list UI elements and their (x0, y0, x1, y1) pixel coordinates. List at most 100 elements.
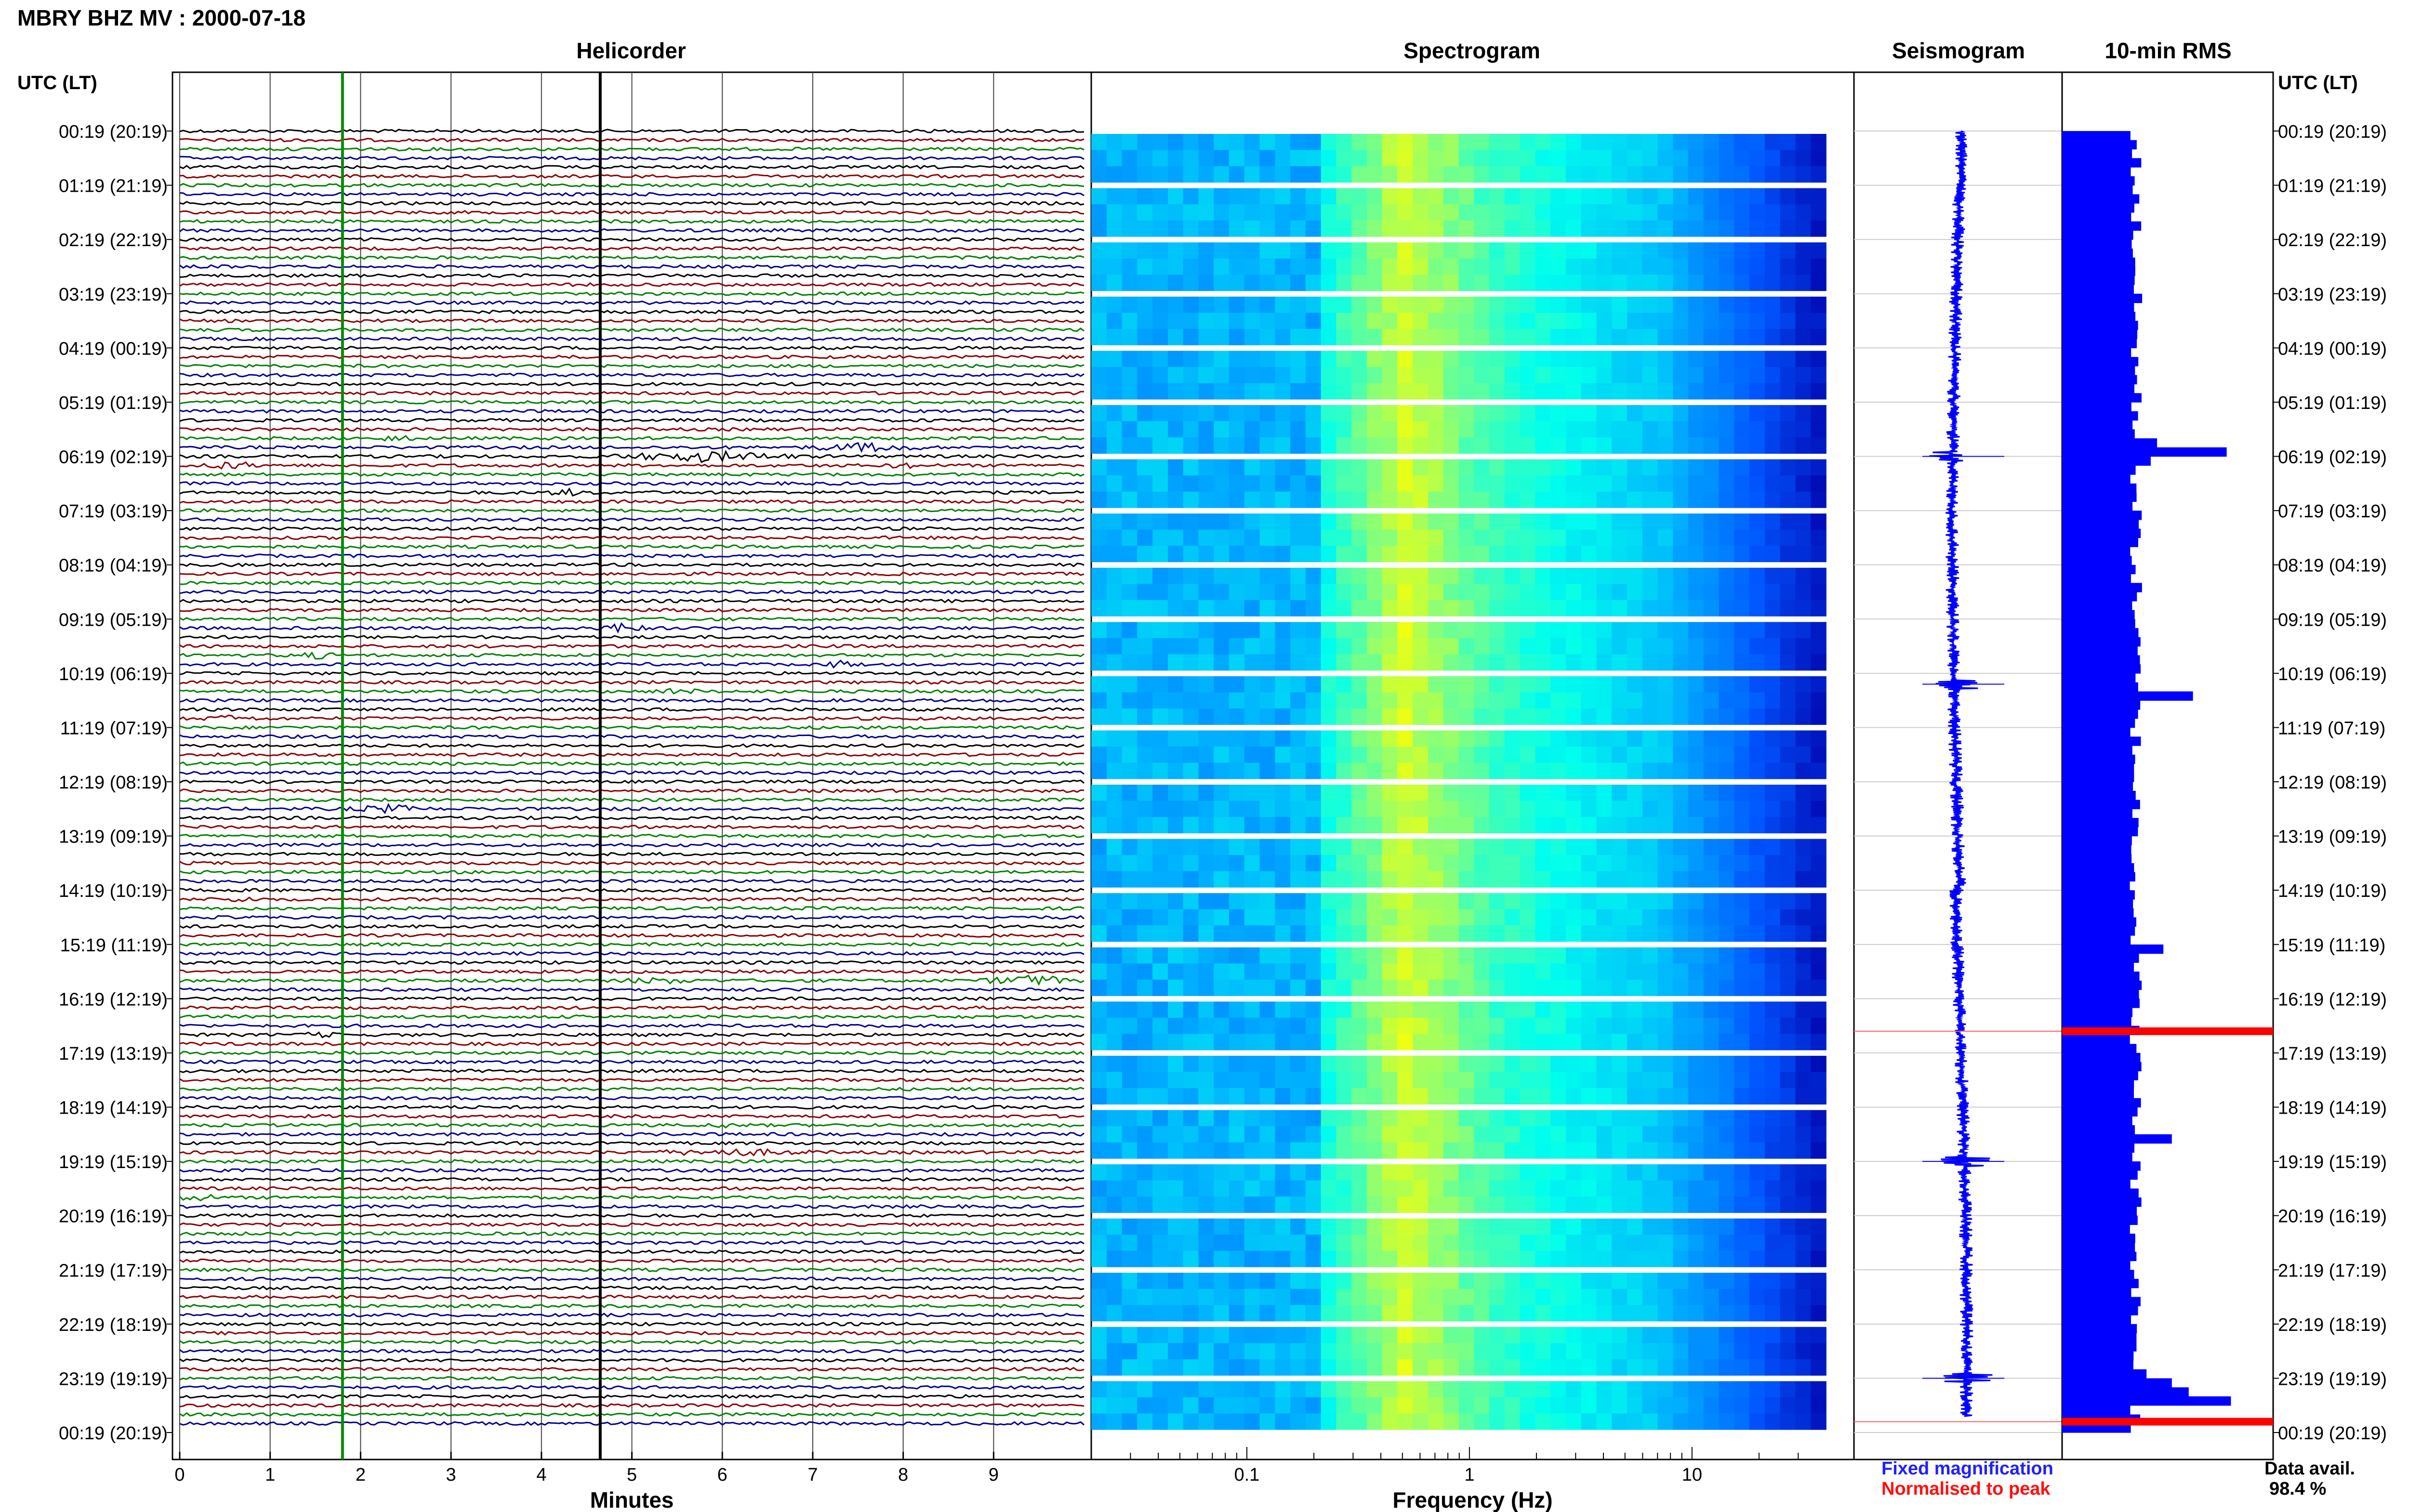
spectrogram-cell (1811, 1034, 1827, 1051)
spectrogram-cell (1122, 529, 1138, 546)
spectrogram-cell (1244, 1055, 1260, 1072)
spectrogram-cell (1229, 692, 1245, 709)
helicorder-trace (179, 1148, 1085, 1157)
spectrogram-cell (1428, 1110, 1444, 1127)
spectrogram-cell (1581, 1034, 1597, 1051)
spectrogram-cell (1581, 1142, 1597, 1159)
spectrogram-cell (1443, 367, 1459, 383)
spectrogram-cell (1198, 1126, 1214, 1143)
spectrogram-cell (1229, 1273, 1245, 1289)
spectrogram-cell (1366, 730, 1383, 747)
spectrogram-cell (1565, 1072, 1582, 1089)
spectrogram-cell (1351, 134, 1367, 150)
spectrogram-cell (1520, 1055, 1536, 1072)
spectrogram-cell (1275, 839, 1291, 855)
spectrogram-cell (1366, 383, 1383, 400)
spectrogram-cell (1229, 383, 1245, 400)
spectrogram-cell (1413, 708, 1429, 725)
helicorder-trace (179, 1204, 1085, 1210)
spectrogram-cell (1703, 1164, 1720, 1181)
spectrogram-cell (1091, 351, 1107, 368)
helicorder-trace (179, 879, 1085, 884)
spectrogram-cell (1152, 1034, 1168, 1051)
spectrogram-cell (1321, 692, 1337, 709)
spectrogram-cell (1703, 801, 1720, 817)
rms-bar (2062, 239, 2132, 249)
rms-bar (2062, 1125, 2135, 1135)
spectrogram-cell (1474, 383, 1490, 400)
spectrogram-cell (1305, 654, 1322, 671)
spectrogram-cell (1351, 275, 1367, 291)
spectrogram-cell (1305, 405, 1322, 421)
spectrogram-cell (1504, 367, 1521, 383)
spectrogram-cell (1397, 1017, 1413, 1034)
rms-bar (2062, 1008, 2132, 1017)
spectrogram-cell (1443, 405, 1459, 421)
spectrogram-cell (1259, 947, 1276, 964)
spectrogram-cell (1642, 546, 1658, 563)
spectrogram-cell (1413, 1327, 1429, 1343)
spectrogram-cell (1183, 1327, 1199, 1343)
spectrogram-cell (1290, 296, 1306, 313)
spectrogram-cell (1489, 1381, 1505, 1398)
spectrogram-cell (1137, 1034, 1153, 1051)
spectrogram-cell (1290, 275, 1306, 291)
spectrogram-cell (1183, 546, 1199, 563)
spectrogram-cell (1780, 979, 1796, 996)
spectrogram-cell (1489, 1088, 1505, 1104)
spectrogram-cell (1780, 329, 1796, 345)
spectrogram-cell (1428, 1218, 1444, 1235)
spectrogram-cell (1703, 459, 1720, 476)
spectrogram-cell (1214, 351, 1230, 368)
spectrogram-cell (1673, 730, 1689, 747)
spectrogram-cell (1627, 746, 1643, 763)
spectrogram-cell (1397, 947, 1413, 964)
spectrogram-cell (1137, 313, 1153, 329)
spectrogram-cell (1749, 1126, 1765, 1143)
helicorder-trace (179, 327, 1085, 332)
spectrogram-cell (1489, 1142, 1505, 1159)
spectrogram-cell (1183, 1142, 1199, 1159)
spectrogram-cell (1351, 584, 1367, 601)
spectrogram-cell (1198, 313, 1214, 329)
spectrogram-cell (1321, 475, 1337, 492)
spectrogram-cell (1749, 979, 1765, 996)
spectrogram-cell (1565, 855, 1582, 872)
rms-bar (2062, 782, 2133, 791)
spectrogram-cell (1657, 855, 1674, 872)
time-label-right: 05:19 (01:19) (2278, 393, 2387, 413)
spectrogram-cell (1290, 1034, 1306, 1051)
spectrogram-cell (1183, 150, 1199, 167)
helicorder-trace (179, 1249, 1085, 1254)
spectrogram-cell (1321, 584, 1337, 601)
spectrogram-cell (1305, 513, 1322, 530)
spectrogram-cell (1719, 1381, 1735, 1398)
spectrogram-cell (1504, 979, 1521, 996)
spectrogram-cell (1321, 1088, 1337, 1104)
rms-bar (2062, 176, 2135, 186)
spectrogram-cell (1214, 1343, 1230, 1360)
spectrogram-cell (1673, 491, 1689, 508)
spectrogram-cell (1259, 1126, 1276, 1143)
spectrogram-cell (1596, 1110, 1612, 1127)
spectrogram-cell (1795, 313, 1812, 329)
spectrogram-cell (1458, 275, 1475, 291)
spectrogram-cell (1137, 600, 1153, 617)
spectrogram-cell (1458, 1381, 1475, 1398)
spectrogram-cell (1167, 1110, 1184, 1127)
spectrogram-cell (1811, 1327, 1827, 1343)
spectrogram-cell (1703, 166, 1720, 183)
spectrogram-cell (1351, 405, 1367, 421)
spectrogram-cell (1550, 134, 1566, 150)
spectrogram-cell (1565, 1273, 1582, 1289)
spectrogram-cell (1719, 405, 1735, 421)
time-label-left: 23:19 (19:19) (59, 1369, 168, 1389)
spectrogram-cell (1581, 150, 1597, 167)
spectrogram-cell (1198, 329, 1214, 345)
spectrogram-cell (1091, 258, 1107, 275)
spectrogram-cell (1627, 351, 1643, 368)
spectrogram-cell (1122, 1359, 1138, 1376)
spectrogram-cell (1244, 513, 1260, 530)
spectrogram-cell (1474, 584, 1490, 601)
spectrogram-cell (1612, 692, 1628, 709)
